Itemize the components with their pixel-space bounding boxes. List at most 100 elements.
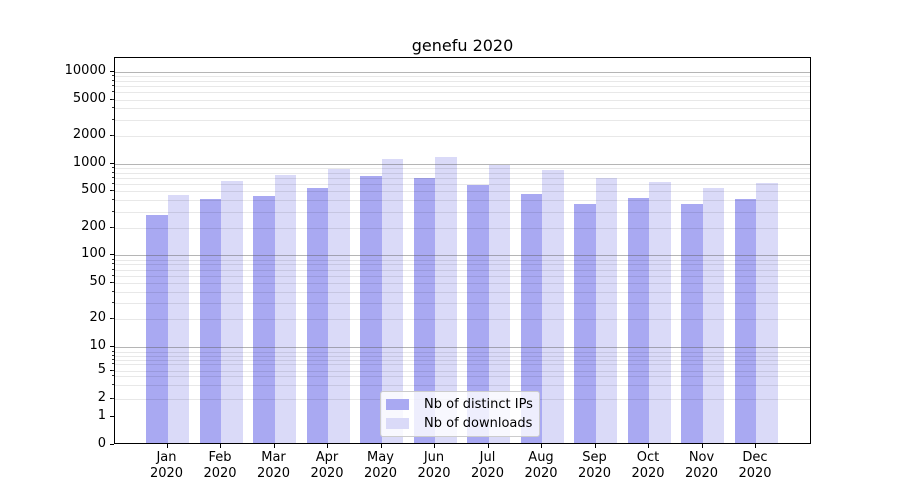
- y-tick-label: 2000: [72, 127, 106, 143]
- gridline-minor: [115, 371, 810, 373]
- y-minor-tick-mark: [112, 375, 114, 377]
- gridline-minor: [115, 80, 810, 82]
- y-minor-tick-mark: [112, 302, 114, 304]
- bar-sep-downloads: [595, 177, 617, 443]
- x-tick-mark: [434, 444, 435, 448]
- x-tick-mark: [701, 444, 703, 448]
- gridline-minor: [115, 177, 810, 179]
- y-minor-tick-mark: [112, 318, 114, 320]
- x-tick-label-oct: Oct 2020: [631, 450, 665, 481]
- y-tick-label: 200: [81, 218, 106, 234]
- bar-dec-distinct-ips: [734, 199, 756, 443]
- y-tick-mark: [110, 254, 114, 256]
- bar-jan-distinct-ips: [146, 214, 168, 443]
- bar-apr-distinct-ips: [306, 187, 328, 443]
- y-minor-tick-mark: [112, 354, 114, 356]
- y-minor-tick-mark: [112, 383, 114, 385]
- gridline-minor: [115, 259, 810, 261]
- bar-apr-downloads: [328, 169, 350, 443]
- y-minor-tick-mark: [112, 98, 114, 100]
- y-minor-tick-mark: [112, 226, 114, 228]
- legend-label-distinct-ips: Nb of distinct IPs: [424, 397, 533, 412]
- y-minor-tick-mark: [112, 263, 114, 265]
- legend-item-downloads: Nb of downloads: [386, 416, 532, 431]
- gridline-minor: [115, 364, 810, 366]
- bar-aug-downloads: [542, 169, 564, 443]
- gridline-minor: [115, 283, 810, 284]
- y-minor-tick-mark: [112, 363, 114, 365]
- bar-mar-distinct-ips: [253, 196, 275, 443]
- gridline-minor: [115, 167, 810, 169]
- y-minor-tick-mark: [112, 351, 114, 353]
- gridline-minor: [115, 99, 810, 101]
- x-tick-label-aug: Aug 2020: [524, 450, 558, 481]
- y-tick-label: 50: [89, 274, 106, 289]
- x-tick-label-mar: Mar 2020: [256, 450, 291, 481]
- x-tick-mark: [273, 444, 275, 448]
- bar-dec-downloads: [756, 183, 778, 443]
- y-minor-tick-mark: [112, 166, 114, 168]
- y-minor-tick-mark: [112, 118, 114, 120]
- bar-oct-distinct-ips: [627, 198, 649, 443]
- gridline-minor: [115, 92, 810, 94]
- x-tick-label-jul: Jul 2020: [470, 450, 505, 481]
- gridline-minor: [115, 227, 810, 229]
- gridline-minor: [115, 136, 810, 138]
- y-minor-tick-mark: [112, 258, 114, 260]
- gridline-10: [115, 347, 810, 349]
- gridline-minor: [115, 275, 810, 277]
- x-tick-label-may: May 2020: [363, 450, 398, 481]
- x-tick-mark: [594, 444, 596, 448]
- y-tick-label: 20: [89, 310, 106, 326]
- y-tick-label: 1: [97, 408, 106, 423]
- y-tick-label: 5000: [72, 90, 106, 106]
- x-tick-mark: [648, 444, 649, 448]
- y-minor-tick-mark: [112, 176, 114, 178]
- y-tick-label: 500: [81, 182, 106, 198]
- y-minor-tick-mark: [112, 183, 114, 185]
- bar-jul-distinct-ips: [467, 185, 489, 443]
- bar-nov-distinct-ips: [681, 204, 703, 443]
- y-minor-tick-mark: [112, 79, 114, 81]
- gridline-minor: [115, 211, 810, 213]
- bar-aug-distinct-ips: [520, 193, 542, 443]
- x-tick-mark: [755, 444, 756, 448]
- y-minor-tick-mark: [112, 171, 114, 173]
- x-tick-label-jun: Jun 2020: [417, 450, 451, 481]
- distinct-ips-swatch-icon: [386, 399, 409, 410]
- gridline-minor: [115, 269, 810, 271]
- bar-jul-downloads: [488, 165, 510, 443]
- bar-jun-distinct-ips: [413, 178, 435, 443]
- bar-mar-downloads: [274, 174, 296, 443]
- bar-oct-downloads: [649, 182, 671, 443]
- x-tick-label-nov: Nov 2020: [684, 450, 719, 481]
- y-minor-tick-mark: [112, 398, 114, 400]
- y-tick-label: 100: [81, 246, 106, 262]
- y-tick-mark: [110, 416, 114, 417]
- y-tick-label: 0: [97, 436, 106, 451]
- gridline-minor: [115, 76, 810, 78]
- y-tick-label: 5: [97, 362, 106, 378]
- bar-may-distinct-ips: [360, 175, 382, 443]
- gridline-minor: [115, 359, 810, 361]
- y-minor-tick-mark: [112, 210, 114, 212]
- x-tick-mark: [380, 444, 382, 448]
- gridline-minor: [115, 86, 810, 88]
- x-tick-mark: [487, 444, 489, 448]
- bar-may-downloads: [381, 158, 403, 443]
- gridline-1000: [115, 163, 810, 165]
- x-tick-mark: [541, 444, 542, 448]
- gridline-minor: [115, 119, 810, 121]
- downloads-swatch-icon: [386, 418, 409, 429]
- y-minor-tick-mark: [112, 358, 114, 360]
- y-tick-mark: [110, 444, 114, 445]
- gridline-minor: [115, 184, 810, 186]
- y-tick-label: 1000: [72, 154, 106, 170]
- x-tick-label-dec: Dec 2020: [738, 450, 772, 481]
- gridline-minor: [115, 191, 810, 193]
- gridline-minor: [115, 264, 810, 266]
- y-minor-tick-mark: [112, 190, 114, 192]
- gridline-minor: [115, 319, 810, 321]
- bar-jun-downloads: [435, 156, 457, 443]
